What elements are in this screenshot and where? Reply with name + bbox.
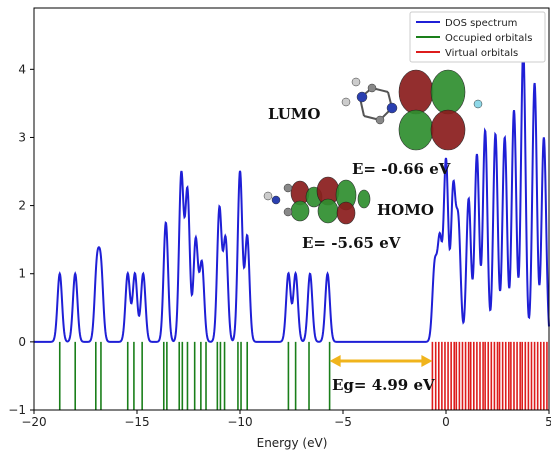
homo-atom-2 [283, 207, 293, 217]
x-tick-label: −15 [124, 415, 149, 429]
y-tick-label: −1 [8, 403, 26, 417]
lumo-atom-4 [341, 97, 351, 107]
x-tick-label: 5 [545, 415, 551, 429]
y-tick-label: 0 [18, 335, 26, 349]
lumo-orbital-image [341, 69, 483, 151]
orbital-lobe-2 [398, 109, 434, 151]
lumo-atom-6 [473, 99, 483, 109]
homo-label: HOMO [377, 201, 434, 219]
x-tick-label: 0 [442, 415, 450, 429]
legend-occupied-label: Occupied orbitals [445, 33, 532, 44]
orbital-lobe-0 [398, 69, 434, 115]
lumo-label: LUMO [268, 105, 320, 123]
legend: DOS spectrum Occupied orbitals Virtual o… [409, 11, 546, 63]
homo-atom-0 [271, 195, 281, 205]
x-tick-label: −20 [21, 415, 46, 429]
x-tick-label: −5 [334, 415, 352, 429]
orbital-lobe-3 [430, 109, 466, 151]
y-tick-label: 4 [18, 62, 26, 76]
lumo-atom-5 [351, 77, 361, 87]
orbital-lobe-1 [430, 69, 466, 115]
energy-gap-label: Eg= 4.99 eV [332, 376, 435, 394]
lumo-energy-label: E= -0.66 eV [352, 160, 451, 178]
plot-frame [33, 7, 550, 411]
homo-atom-1 [283, 183, 293, 193]
x-axis-label: Energy (eV) [257, 436, 328, 450]
homo-energy-label: E= -5.65 eV [302, 234, 401, 252]
gap-arrow-head-right [421, 355, 433, 367]
y-tick-label: 1 [18, 267, 26, 281]
lumo-atom-0 [356, 91, 368, 103]
orbital-lobe-7 [357, 189, 371, 209]
gap-arrow-head-left [329, 355, 341, 367]
homo-atom-3 [263, 191, 273, 201]
energy-gap-arrow [329, 355, 433, 367]
orbital-lobe-2 [290, 200, 310, 222]
virtual-orbital-lines [431, 341, 548, 410]
orbital-lobe-6 [336, 201, 356, 225]
x-tick-label: −10 [227, 415, 252, 429]
legend-virtual-label: Virtual orbitals [445, 48, 518, 59]
homo-orbital-image [263, 176, 371, 225]
y-tick-label: 2 [18, 199, 26, 213]
legend-dos-label: DOS spectrum [445, 18, 517, 29]
axes [33, 7, 550, 411]
y-tick-label: 3 [18, 130, 26, 144]
occupied-orbital-lines [58, 341, 331, 410]
orbital-lobe-4 [317, 198, 339, 224]
dos-spectrum-line [34, 48, 550, 343]
lumo-atom-2 [367, 83, 377, 93]
lumo-atom-3 [375, 115, 385, 125]
lumo-atom-1 [386, 102, 398, 114]
